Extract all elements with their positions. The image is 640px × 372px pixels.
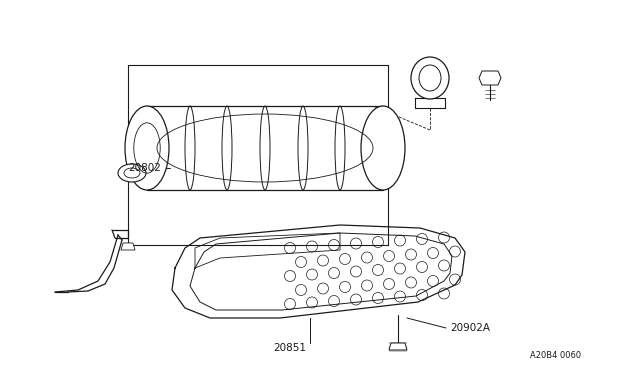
Text: 20902A: 20902A — [450, 323, 490, 333]
Ellipse shape — [125, 106, 169, 190]
Text: A20B4 0060: A20B4 0060 — [530, 350, 581, 359]
Text: 20851: 20851 — [273, 343, 307, 353]
Polygon shape — [389, 343, 407, 350]
Text: 20802: 20802 — [128, 163, 161, 173]
Ellipse shape — [411, 57, 449, 99]
Ellipse shape — [118, 164, 146, 182]
Polygon shape — [121, 243, 135, 250]
Polygon shape — [479, 71, 501, 85]
Ellipse shape — [361, 106, 405, 190]
